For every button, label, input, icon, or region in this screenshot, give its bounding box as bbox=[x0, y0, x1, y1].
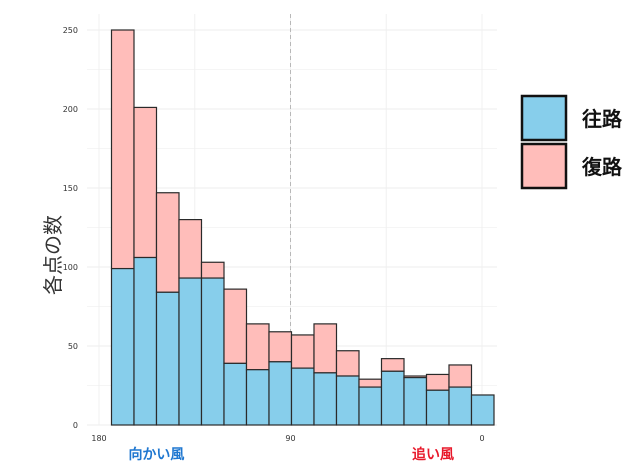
bar-return bbox=[133, 106, 158, 259]
legend-label: 復路 bbox=[581, 155, 623, 179]
legend-swatch bbox=[520, 94, 568, 142]
y-axis-label: 各点の数 bbox=[41, 215, 65, 295]
bar-outbound bbox=[290, 367, 315, 426]
bar-return bbox=[313, 323, 338, 374]
bar-return bbox=[425, 373, 450, 391]
y-tick-label: 0 bbox=[73, 421, 78, 430]
bar-outbound bbox=[313, 372, 338, 426]
bar-outbound bbox=[335, 375, 360, 426]
bar-outbound bbox=[155, 291, 180, 426]
x-tick-label: 180 bbox=[91, 434, 106, 443]
bar-outbound bbox=[448, 386, 473, 426]
bar-outbound bbox=[380, 370, 405, 426]
y-tick-label: 50 bbox=[68, 342, 78, 351]
bar-return bbox=[290, 334, 315, 369]
wind-annotation: 追い風 bbox=[412, 446, 454, 463]
y-tick-labels: 0 50 100 150 200 250 bbox=[63, 26, 78, 430]
bar-outbound bbox=[470, 394, 495, 426]
bar-outbound bbox=[110, 267, 135, 426]
bar-outbound bbox=[133, 256, 158, 426]
bar-return bbox=[245, 323, 270, 371]
bar-outbound bbox=[268, 361, 293, 426]
bars-group bbox=[110, 29, 495, 426]
bar-return bbox=[335, 350, 360, 377]
bar-return bbox=[200, 261, 225, 279]
bar-outbound bbox=[178, 277, 203, 426]
bar-return bbox=[155, 192, 180, 293]
x-tick-label: 0 bbox=[479, 434, 484, 443]
wind-annotation: 向かい風 bbox=[128, 446, 184, 463]
y-tick-label: 100 bbox=[63, 263, 78, 272]
bar-return bbox=[223, 288, 248, 364]
bar-outbound bbox=[425, 389, 450, 426]
y-tick-label: 150 bbox=[63, 184, 78, 193]
bar-return bbox=[268, 331, 293, 363]
y-tick-label: 250 bbox=[63, 26, 78, 35]
bar-return bbox=[380, 358, 405, 372]
bar-return bbox=[110, 29, 135, 270]
bar-return bbox=[178, 219, 203, 279]
bar-return bbox=[358, 378, 383, 388]
x-tick-labels: 180 90 0 bbox=[91, 434, 484, 443]
wind-annotations: 向かい風 追い風 bbox=[128, 446, 454, 463]
bar-return bbox=[448, 364, 473, 388]
bar-outbound bbox=[245, 369, 270, 426]
y-tick-label: 200 bbox=[63, 105, 78, 114]
x-tick-label: 90 bbox=[285, 434, 295, 443]
bar-outbound bbox=[200, 277, 225, 426]
legend-swatch bbox=[520, 142, 568, 190]
bar-outbound bbox=[223, 362, 248, 426]
legend-label: 往路 bbox=[582, 107, 623, 131]
bar-outbound bbox=[403, 377, 428, 426]
bar-outbound bbox=[358, 386, 383, 426]
